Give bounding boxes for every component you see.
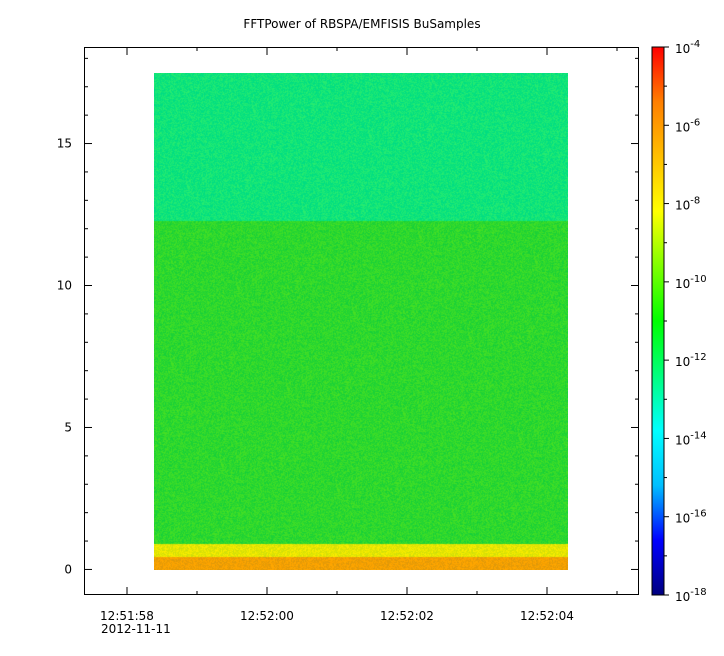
x-tick-label: 12:52:00	[240, 609, 294, 623]
colorbar-tick-label: 10-18	[675, 587, 707, 604]
colorbar-tick-label: 10-16	[675, 509, 707, 526]
colorbar-tick-label: 10-6	[675, 117, 700, 134]
y-tick-label: 10	[57, 279, 72, 293]
y-axis: 0 5 10 15	[57, 57, 639, 576]
x-date-label: 2012-11-11	[101, 622, 171, 636]
colorbar-tick-label: 10-8	[675, 196, 700, 213]
spectrogram-image	[154, 73, 568, 570]
x-axis: 12:51:58 12:52:00 12:52:02 12:52:04 2012-11-…	[100, 47, 618, 636]
colorbar-tick-label: 10-12	[675, 352, 707, 369]
colorbar-ticks: 10-4 10-6 10-8 10-10 10-12 10-14 10-16 10-18	[664, 39, 707, 604]
x-tick-label: 12:51:58	[100, 609, 154, 623]
colorbar-scale	[651, 46, 665, 596]
y-tick-label: 15	[57, 137, 72, 151]
colorbar-tick-label: 10-4	[675, 39, 700, 56]
chart-title: FFTPower of RBSPA/EMFISIS BuSamples	[243, 17, 481, 31]
x-tick-label: 12:52:04	[520, 609, 574, 623]
y-tick-label: 0	[64, 562, 72, 576]
colorbar-tick-label: 10-14	[675, 430, 707, 447]
colorbar-tick-label: 10-10	[675, 274, 707, 291]
y-tick-label: 5	[64, 420, 72, 434]
x-tick-label: 12:52:02	[380, 609, 434, 623]
